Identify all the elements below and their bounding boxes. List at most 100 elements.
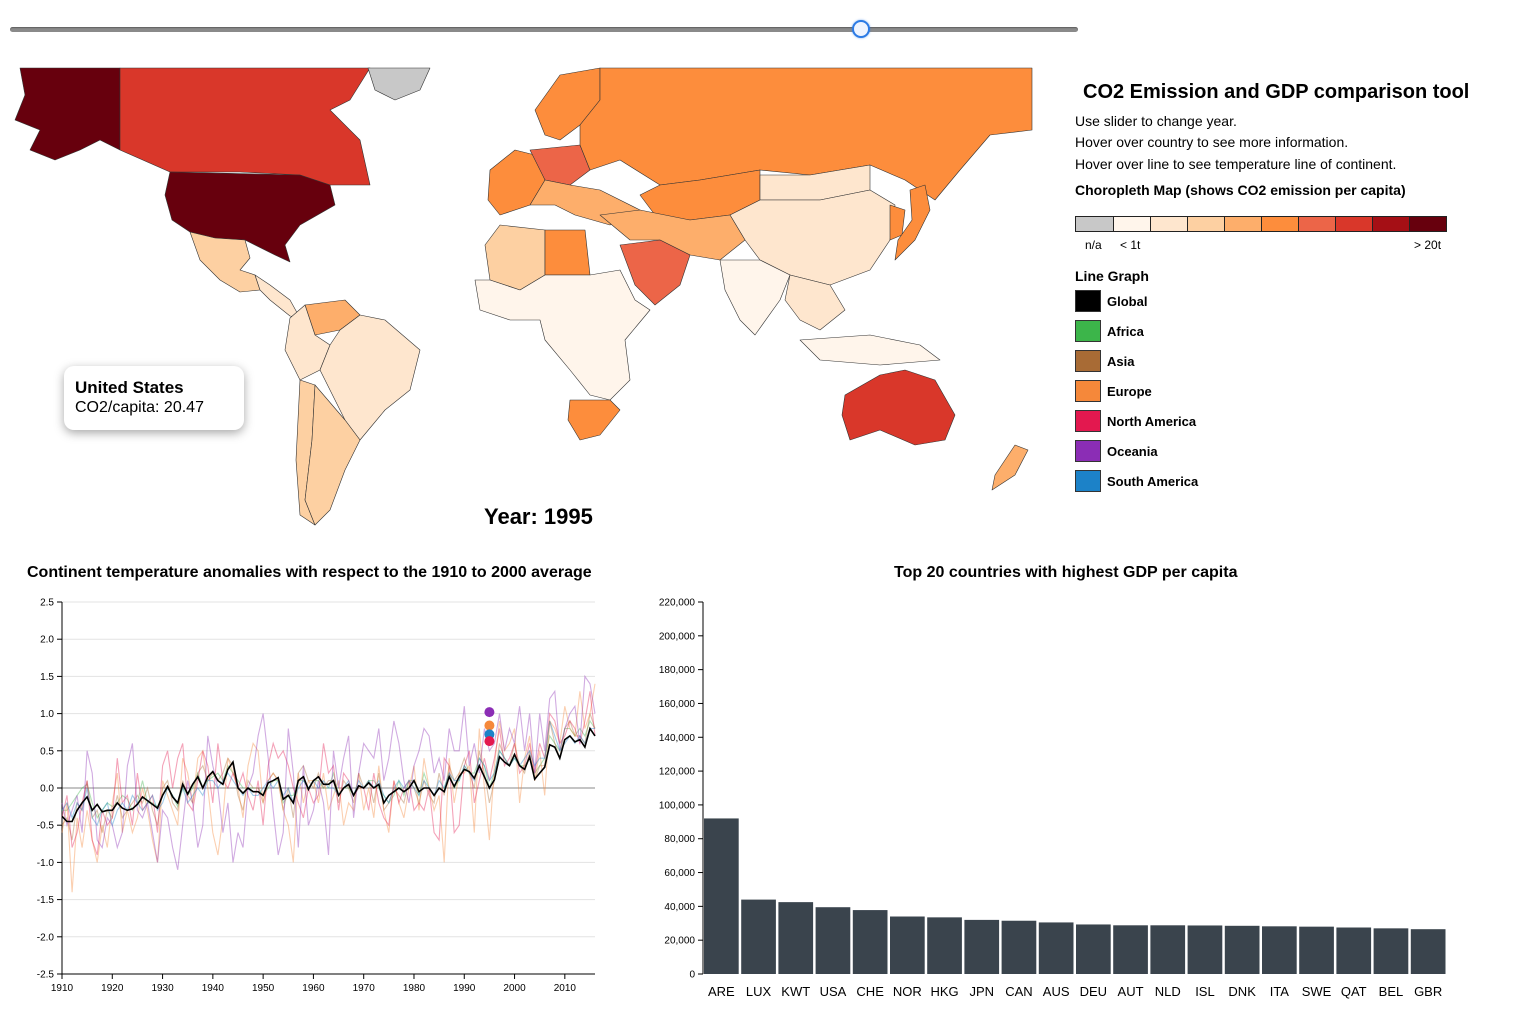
bar-lux xyxy=(741,899,776,974)
bar-nor xyxy=(890,916,925,974)
bar-can xyxy=(1001,920,1037,974)
scale-label-high: > 20t xyxy=(1414,238,1442,252)
choropleth-heading: Choropleth Map (shows CO2 emission per c… xyxy=(1075,182,1406,198)
bar-jpn xyxy=(964,919,1000,974)
color-scale-cell xyxy=(1075,216,1114,232)
legend-swatch xyxy=(1075,440,1101,462)
map-region-southeast-asia[interactable] xyxy=(784,274,846,331)
gdp-bar-chart[interactable]: 220,000 200,000 180,000 160,000 140,000 120,0… xyxy=(640,590,1460,1010)
color-scale-cell xyxy=(1298,216,1336,232)
scale-label-low: < 1t xyxy=(1120,238,1141,252)
series-line-oceania xyxy=(61,674,596,870)
line-graph-heading: Line Graph xyxy=(1075,268,1149,284)
bar-gbr xyxy=(1410,929,1446,974)
x-tick-label: DNK xyxy=(1228,984,1256,999)
x-tick-label: QAT xyxy=(1341,984,1367,999)
map-region-saudi-arabia[interactable] xyxy=(619,239,691,306)
legend-label: Global xyxy=(1107,294,1148,309)
bar-aut xyxy=(1113,925,1148,974)
map-region-russia[interactable] xyxy=(579,67,1033,201)
x-tick-label: AUS xyxy=(1043,984,1070,999)
bar-usa xyxy=(815,907,851,974)
map-region-sub-saharan-africa[interactable] xyxy=(474,269,651,401)
series-line-north-america xyxy=(61,691,596,856)
tooltip-country-name: United States xyxy=(75,378,184,397)
map-region-greenland[interactable] xyxy=(367,67,431,101)
y-tick-label: 160,000 xyxy=(659,699,696,710)
color-scale-cell xyxy=(1224,216,1262,232)
y-tick-label: -0.5 xyxy=(37,821,55,832)
x-tick-label: 1910 xyxy=(51,983,74,994)
color-scale xyxy=(1075,216,1450,234)
bar-chart-title: Top 20 countries with highest GDP per ca… xyxy=(894,564,1238,581)
x-tick-label: HKG xyxy=(930,984,958,999)
legend-label: Oceania xyxy=(1107,444,1158,459)
slider-track[interactable] xyxy=(10,27,1078,32)
map-region-indonesia[interactable] xyxy=(799,334,941,366)
y-tick-label: 2.0 xyxy=(40,635,54,646)
map-region-libya[interactable] xyxy=(544,229,591,276)
map-region-central-europe[interactable] xyxy=(529,144,591,186)
y-tick-label: 1.5 xyxy=(40,672,54,683)
world-choropleth-map[interactable] xyxy=(0,55,1040,535)
x-tick-label: 1960 xyxy=(302,983,325,994)
x-tick-label: 1970 xyxy=(353,983,376,994)
x-tick-label: CHE xyxy=(856,984,884,999)
y-tick-label: 200,000 xyxy=(659,631,696,642)
map-region-new-zealand[interactable] xyxy=(991,444,1029,491)
y-tick-label: 80,000 xyxy=(664,834,695,845)
x-tick-label: JPN xyxy=(969,984,994,999)
y-tick-label: 1.0 xyxy=(40,709,54,720)
bar-swe xyxy=(1299,926,1334,974)
color-scale-cell xyxy=(1150,216,1188,232)
y-tick-label: 20,000 xyxy=(664,936,695,947)
legend-panel: CO2 Emission and GDP comparison tool Use… xyxy=(1075,78,1515,498)
x-tick-label: NOR xyxy=(893,984,922,999)
legend-swatch xyxy=(1075,410,1101,432)
map-region-middle-east[interactable] xyxy=(599,209,746,261)
legend-swatch xyxy=(1075,350,1101,372)
x-tick-label: LUX xyxy=(746,984,772,999)
y-tick-label: -1.0 xyxy=(37,858,55,869)
map-region-united-states[interactable] xyxy=(164,171,336,263)
temperature-line-chart[interactable]: 2.5 2.0 1.5 1.0 0.5 0.0 -0.5 -1.0 -1.5 -2.0 -2.5 19… xyxy=(0,590,640,1010)
x-tick-label: KWT xyxy=(781,984,810,999)
marker-north-america xyxy=(484,736,495,747)
legend-swatch xyxy=(1075,380,1101,402)
y-tick-label: 140,000 xyxy=(659,733,696,744)
country-tooltip: United States CO2/capita: 20.47 xyxy=(64,366,244,430)
x-tick-label: AUT xyxy=(1118,984,1144,999)
map-region-japan[interactable] xyxy=(894,184,931,261)
legend-swatch xyxy=(1075,290,1101,312)
legend-swatch xyxy=(1075,320,1101,342)
x-tick-label: 1990 xyxy=(453,983,476,994)
color-scale-cell xyxy=(1187,216,1225,232)
legend-label: Europe xyxy=(1107,384,1152,399)
series-line-global xyxy=(61,726,596,823)
series-line-europe xyxy=(61,683,596,893)
color-scale-cell xyxy=(1113,216,1151,232)
tooltip-co2-value: CO2/capita: 20.47 xyxy=(75,399,204,416)
x-tick-label: ARE xyxy=(708,984,735,999)
x-tick-label: DEU xyxy=(1080,984,1107,999)
y-tick-label: 2.5 xyxy=(40,598,54,609)
map-region-central-america[interactable] xyxy=(254,274,301,319)
bar-qat xyxy=(1336,927,1372,974)
map-region-alaska[interactable] xyxy=(14,67,121,161)
map-region-brazil[interactable] xyxy=(319,314,421,441)
map-region-china[interactable] xyxy=(729,189,896,286)
slider-thumb[interactable] xyxy=(851,20,870,38)
x-tick-label: CAN xyxy=(1005,984,1032,999)
map-region-india[interactable] xyxy=(719,259,791,336)
series-line-south-america xyxy=(61,720,595,828)
legend-label: Africa xyxy=(1107,324,1144,339)
bar-deu xyxy=(1076,924,1111,974)
map-region-south-africa[interactable] xyxy=(567,399,621,441)
map-region-canada[interactable] xyxy=(119,67,371,186)
map-region-argentina[interactable] xyxy=(304,384,361,526)
x-tick-label: ITA xyxy=(1270,984,1290,999)
year-slider[interactable] xyxy=(10,20,1078,40)
x-tick-label: GBR xyxy=(1414,984,1442,999)
y-tick-label: 120,000 xyxy=(659,767,696,778)
map-region-australia[interactable] xyxy=(841,369,956,446)
